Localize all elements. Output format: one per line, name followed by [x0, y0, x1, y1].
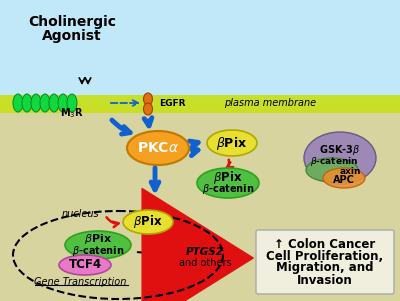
- Text: and others: and others: [179, 258, 231, 268]
- Bar: [0, 0, 400, 105]
- Text: PKC$\alpha$: PKC$\alpha$: [137, 141, 179, 155]
- Ellipse shape: [58, 94, 68, 112]
- Ellipse shape: [13, 94, 23, 112]
- Text: $\beta$-catenin: $\beta$-catenin: [202, 182, 254, 196]
- Text: $\beta$Pix: $\beta$Pix: [84, 232, 112, 246]
- Ellipse shape: [144, 103, 152, 115]
- Text: Invasion: Invasion: [297, 274, 353, 287]
- Ellipse shape: [22, 94, 32, 112]
- Text: $\beta$Pix: $\beta$Pix: [216, 135, 248, 151]
- Text: nucleus: nucleus: [62, 209, 100, 219]
- Text: Cell Proliferation,: Cell Proliferation,: [266, 250, 384, 262]
- Ellipse shape: [306, 158, 358, 182]
- Ellipse shape: [59, 255, 111, 275]
- Text: $\beta$Pix: $\beta$Pix: [213, 169, 243, 185]
- Text: PTGS2: PTGS2: [186, 247, 224, 257]
- Ellipse shape: [127, 131, 189, 165]
- Text: axin: axin: [339, 167, 361, 176]
- Text: Gene Transcription: Gene Transcription: [34, 277, 126, 287]
- Ellipse shape: [323, 168, 365, 188]
- Text: $\beta$-catenin: $\beta$-catenin: [310, 156, 358, 169]
- Ellipse shape: [197, 168, 259, 198]
- Text: Cholinergic: Cholinergic: [28, 15, 116, 29]
- Ellipse shape: [144, 93, 152, 105]
- Text: ↑ Colon Cancer: ↑ Colon Cancer: [274, 237, 376, 250]
- Text: M$_3$R: M$_3$R: [60, 106, 84, 120]
- Ellipse shape: [49, 94, 59, 112]
- Text: plasma membrane: plasma membrane: [224, 98, 316, 108]
- Text: APC: APC: [333, 175, 355, 185]
- Text: $\beta$-catenin: $\beta$-catenin: [72, 244, 124, 258]
- Ellipse shape: [65, 231, 131, 259]
- Text: TCF4: TCF4: [68, 259, 102, 272]
- Ellipse shape: [123, 210, 173, 234]
- Text: GSK-3$\beta$: GSK-3$\beta$: [319, 143, 361, 157]
- Text: Agonist: Agonist: [42, 29, 102, 43]
- Ellipse shape: [304, 132, 376, 184]
- Ellipse shape: [31, 94, 41, 112]
- Text: $\beta$Pix: $\beta$Pix: [133, 213, 163, 231]
- Ellipse shape: [40, 94, 50, 112]
- Bar: [0, 95, 400, 113]
- FancyBboxPatch shape: [256, 230, 394, 294]
- Text: EGFR: EGFR: [159, 98, 186, 107]
- Text: Migration, and: Migration, and: [276, 262, 374, 275]
- Ellipse shape: [207, 130, 257, 156]
- Ellipse shape: [67, 94, 77, 112]
- Bar: [0, 105, 400, 301]
